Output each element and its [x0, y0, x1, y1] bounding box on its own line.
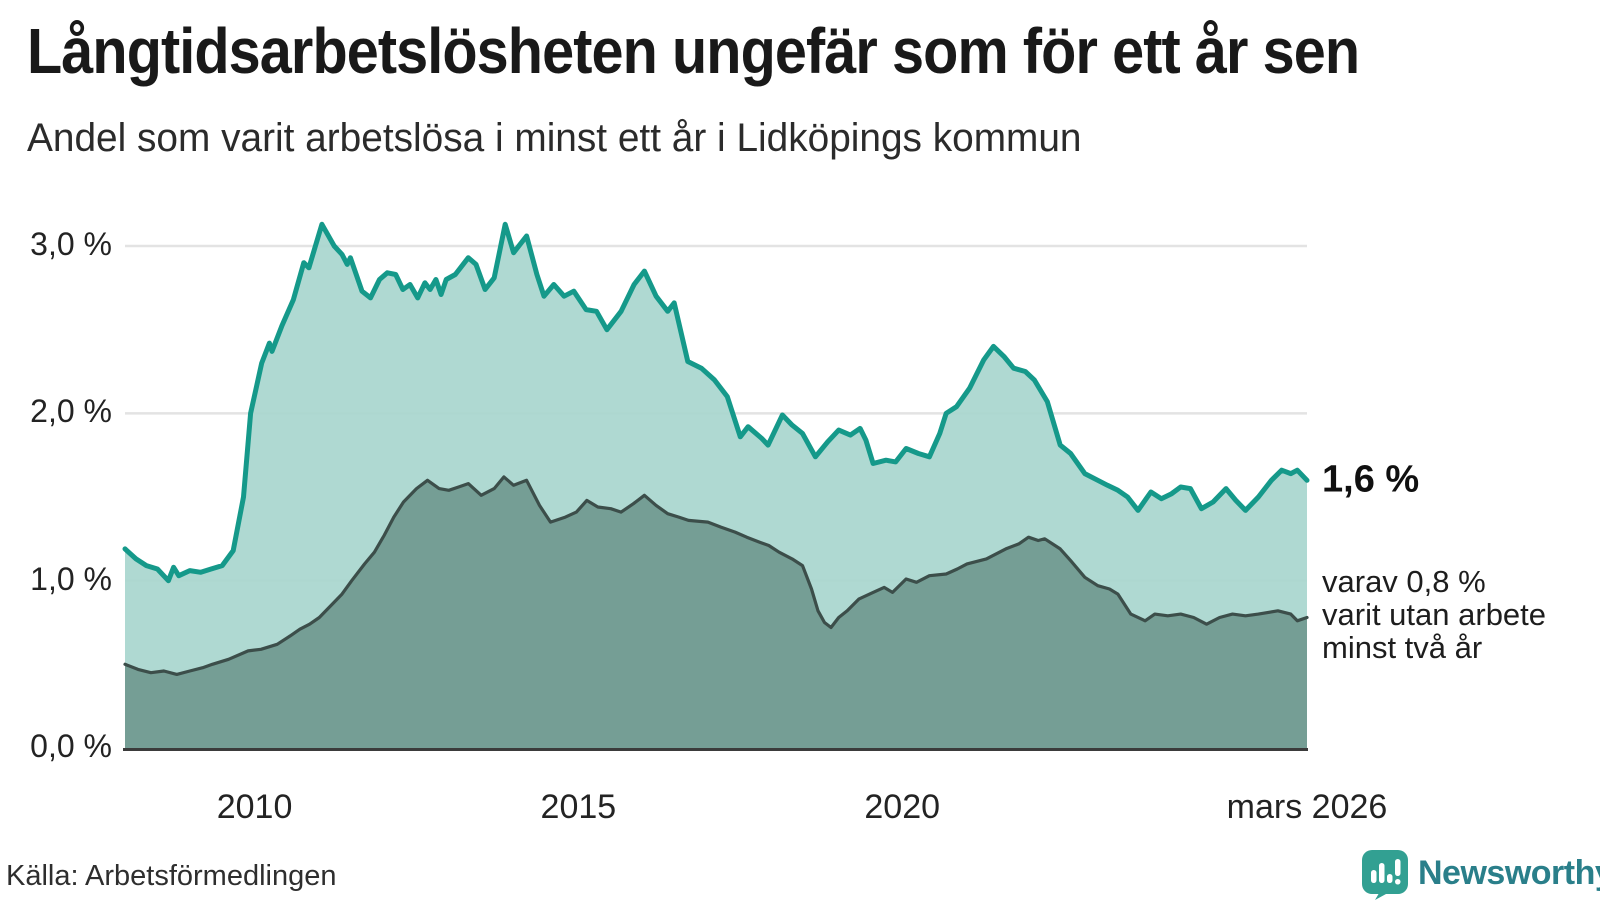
secondary-value-annotation: varav 0,8 % varit utan arbete minst två … [1322, 565, 1546, 664]
x-axis-tick-2015: 2015 [540, 788, 617, 826]
bar-3 [1387, 874, 1393, 883]
bar-2 [1379, 863, 1385, 883]
line-total-min-one-year [122, 221, 1310, 584]
speech-bubble-shape [1362, 850, 1408, 900]
bar-1 [1371, 870, 1377, 883]
y-axis-tick-3: 3,0 % [30, 226, 112, 263]
x-axis-tick-2010: 2010 [216, 788, 293, 826]
secondary-annotation-line-1: varav 0,8 % [1322, 564, 1486, 599]
y-axis-tick-0: 0,0 % [30, 728, 112, 765]
secondary-annotation-line-3: minst två år [1322, 630, 1483, 665]
area-min-two-years [125, 476, 1307, 748]
newsworthy-logo-icon [1362, 850, 1408, 900]
x-axis-tick-mars-2026: mars 2026 [1226, 788, 1388, 826]
newsworthy-logo: Newsworthy [1362, 850, 1600, 900]
x-axis-tick-2020: 2020 [864, 788, 941, 826]
line-min-two-years [123, 475, 1309, 676]
page-title: Långtidsarbetslösheten ungefär som för e… [27, 15, 1360, 87]
exclamation-bar [1395, 859, 1401, 876]
exclamation-dot [1395, 879, 1401, 885]
y-axis-tick-2: 2,0 % [30, 393, 112, 430]
y-axis-tick-1: 1,0 % [30, 560, 112, 597]
newsworthy-logo-text: Newsworthy [1418, 853, 1600, 892]
page-subtitle: Andel som varit arbetslösa i minst ett å… [27, 116, 1082, 160]
latest-value-label: 1,6 % [1322, 458, 1420, 501]
secondary-annotation-line-2: varit utan arbete [1322, 597, 1547, 632]
source-note: Källa: Arbetsförmedlingen [6, 860, 337, 892]
